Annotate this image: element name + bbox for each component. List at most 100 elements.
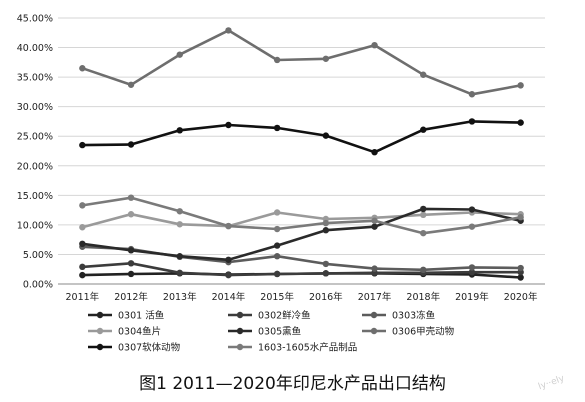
data-point	[517, 264, 524, 272]
data-point	[225, 271, 232, 279]
data-point	[176, 127, 183, 134]
legend-marker	[236, 327, 244, 335]
data-point	[273, 56, 281, 64]
data-point	[420, 266, 427, 274]
data-point	[273, 253, 281, 260]
legend-label: 0301 活鱼	[118, 310, 164, 322]
data-point	[371, 217, 378, 224]
data-point	[79, 271, 86, 279]
y-tick-label: 30.00%	[17, 102, 53, 113]
x-tick-label: 2013年	[163, 291, 197, 303]
data-point	[420, 211, 427, 219]
data-point	[79, 224, 86, 231]
y-tick-label: 20.00%	[17, 161, 53, 172]
x-tick-label: 2018年	[406, 291, 440, 303]
data-point	[127, 260, 135, 267]
x-tick-label: 2011年	[66, 291, 100, 303]
data-point	[468, 206, 476, 213]
y-tick-label: 45.00%	[17, 14, 53, 25]
legend-label: 0307软体动物	[118, 342, 181, 354]
legend-marker	[96, 343, 104, 351]
legend-label: 0302鲜冷鱼	[258, 310, 311, 322]
legend-label: 0303冻鱼	[392, 310, 435, 322]
data-point	[127, 270, 135, 278]
legend-label: 0306甲壳动物	[392, 326, 455, 338]
data-point	[322, 132, 330, 139]
data-point	[468, 268, 476, 276]
data-point	[322, 260, 330, 268]
data-point	[127, 211, 135, 218]
data-point	[322, 55, 330, 62]
legend-marker	[370, 311, 378, 319]
data-point	[517, 119, 524, 126]
data-point	[420, 205, 427, 213]
data-point	[176, 208, 183, 215]
data-point	[273, 124, 281, 132]
legend-label: 0304鱼片	[118, 326, 161, 338]
data-point	[176, 269, 183, 276]
data-point	[468, 91, 476, 98]
data-point	[371, 41, 378, 49]
y-tick-label: 5.00%	[23, 250, 53, 261]
data-point	[273, 225, 281, 233]
data-point	[225, 256, 232, 263]
data-point	[176, 253, 183, 260]
y-tick-label: 40.00%	[17, 43, 53, 54]
series-line	[81, 29, 523, 96]
y-tick-label: 0.00%	[23, 280, 53, 291]
data-point	[517, 82, 524, 89]
legend-marker	[370, 327, 378, 335]
data-point	[517, 214, 524, 221]
data-point	[273, 270, 281, 278]
data-point	[322, 227, 330, 234]
data-point	[225, 121, 232, 129]
y-tick-label: 35.00%	[17, 73, 53, 84]
legend-label: 0305熏鱼	[258, 326, 301, 338]
x-tick-label: 2016年	[309, 291, 343, 303]
data-point	[322, 219, 330, 227]
data-point	[468, 118, 476, 125]
data-point	[79, 202, 86, 209]
data-point	[371, 265, 378, 272]
x-tick-label: 2012年	[114, 291, 148, 303]
data-point	[468, 223, 476, 230]
legend-marker	[236, 343, 244, 351]
data-point	[371, 223, 378, 230]
data-point	[225, 222, 232, 230]
data-point	[127, 141, 135, 148]
y-tick-label: 15.00%	[17, 191, 53, 202]
y-tick-label: 10.00%	[17, 220, 53, 231]
data-point	[79, 240, 86, 248]
data-point	[127, 194, 135, 201]
data-point	[176, 51, 183, 58]
data-point	[127, 247, 135, 254]
figure-caption: 图1 2011—2020年印尼水产品出口结构	[139, 374, 446, 394]
series-line	[81, 211, 523, 229]
y-tick-label: 25.00%	[17, 132, 53, 143]
legend-label: 1603-1605水产品制品	[258, 342, 357, 354]
x-tick-label: 2020年	[504, 291, 538, 303]
data-point	[79, 263, 86, 271]
series-line	[81, 196, 523, 235]
data-point	[225, 27, 232, 34]
x-tick-label: 2019年	[455, 291, 489, 303]
data-point	[79, 141, 86, 149]
x-tick-label: 2014年	[212, 291, 246, 303]
data-point	[420, 71, 427, 78]
data-point	[273, 242, 281, 249]
series-line	[81, 120, 523, 154]
series-line	[81, 261, 523, 277]
data-point	[420, 229, 427, 237]
data-point	[322, 270, 330, 277]
data-point	[371, 148, 378, 156]
data-point	[127, 81, 135, 88]
series-line	[81, 207, 523, 262]
x-tick-label: 2017年	[358, 291, 392, 303]
data-point	[468, 264, 476, 271]
legend-marker	[236, 311, 244, 319]
data-point	[176, 221, 183, 228]
data-point	[420, 126, 427, 133]
x-tick-label: 2015年	[260, 291, 294, 303]
